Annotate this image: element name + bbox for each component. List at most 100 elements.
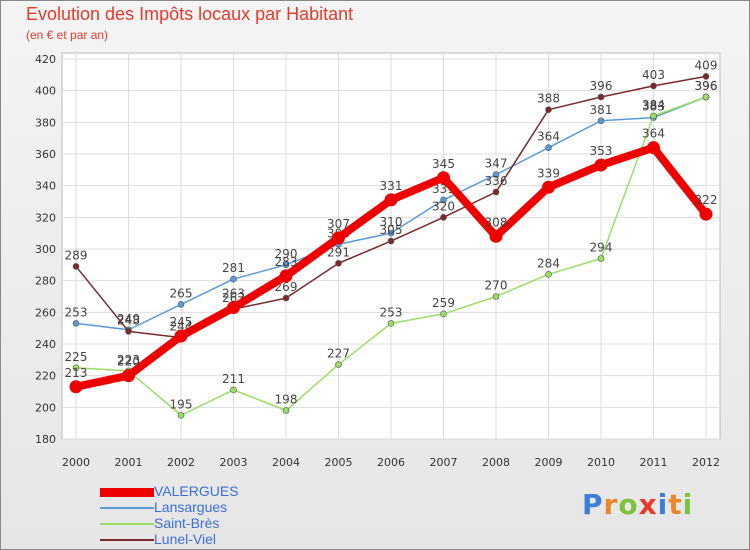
data-point [597, 117, 605, 125]
data-label: 345 [432, 157, 455, 171]
data-label: 249 [117, 312, 140, 326]
proxiti-logo: Proxiti [582, 488, 693, 521]
data-point [650, 82, 657, 90]
data-label: 270 [485, 279, 508, 293]
data-point [702, 73, 710, 80]
data-label: 322 [695, 193, 718, 207]
legend-swatch [100, 487, 154, 497]
y-tick-label: 180 [35, 433, 56, 446]
y-tick-label: 240 [35, 338, 56, 351]
data-label: 227 [327, 347, 350, 361]
data-point [492, 171, 500, 178]
data-point [647, 141, 660, 155]
data-label: 381 [590, 103, 613, 117]
data-label: 281 [222, 261, 245, 275]
x-tick-label: 2006 [377, 456, 405, 469]
chart-subtitle: (en € et par an) [26, 28, 109, 42]
data-point [282, 294, 290, 302]
data-point [335, 259, 342, 267]
data-label: 307 [327, 217, 350, 231]
legend-swatch [100, 523, 154, 525]
data-label: 388 [537, 92, 560, 106]
logo-letter: i [682, 488, 694, 521]
data-label: 291 [327, 245, 350, 259]
data-label: 220 [117, 355, 140, 369]
logo-letter: i [657, 488, 669, 521]
data-label: 353 [590, 144, 613, 158]
data-point [440, 196, 447, 204]
data-label: 364 [642, 127, 665, 141]
data-label: 336 [485, 174, 508, 188]
data-point [699, 207, 713, 221]
data-label: 310 [380, 215, 403, 229]
data-point [594, 158, 608, 172]
y-tick-label: 320 [35, 211, 56, 224]
logo-letter: P [582, 488, 604, 521]
data-label: 289 [65, 248, 88, 262]
data-point [542, 180, 555, 194]
data-point [282, 261, 290, 269]
data-label: 403 [642, 68, 665, 82]
data-label: 245 [170, 315, 193, 329]
data-point [69, 380, 83, 394]
x-tick-label: 2007 [430, 456, 458, 469]
data-label: 198 [275, 393, 298, 407]
data-point [227, 301, 240, 315]
data-point [125, 328, 132, 335]
data-label: 308 [485, 215, 508, 229]
data-label: 290 [275, 247, 298, 261]
data-label: 211 [222, 372, 245, 386]
data-label: 284 [537, 256, 560, 270]
data-point [437, 171, 450, 185]
y-tick-label: 380 [35, 116, 56, 129]
data-point [177, 301, 185, 308]
y-tick-label: 300 [35, 243, 56, 256]
data-label: 213 [65, 366, 88, 380]
data-label: 294 [590, 241, 613, 255]
legend-label: Saint-Brès [154, 515, 220, 531]
data-label: 225 [65, 350, 88, 364]
x-tick-label: 2005 [325, 456, 353, 469]
data-label: 320 [432, 199, 455, 213]
data-point [72, 320, 80, 327]
data-label: 396 [590, 79, 613, 93]
data-point [702, 93, 710, 101]
data-point [122, 369, 135, 383]
data-label: 248 [117, 313, 140, 327]
data-point [492, 188, 500, 196]
data-point [72, 364, 80, 372]
data-label: 223 [117, 353, 140, 367]
y-tick-label: 220 [35, 370, 56, 383]
data-label: 396 [695, 79, 718, 93]
x-tick-label: 2009 [535, 456, 563, 469]
logo-letter: o [618, 488, 639, 521]
data-point [177, 411, 185, 419]
data-point [332, 231, 345, 245]
data-label: 409 [695, 58, 718, 72]
legend-swatch [100, 507, 154, 509]
data-point [335, 361, 342, 368]
data-point [597, 93, 605, 101]
data-point [650, 112, 657, 120]
data-point [387, 229, 395, 237]
logo-letter: r [603, 488, 619, 521]
data-point [387, 320, 395, 327]
y-tick-label: 200 [35, 401, 56, 414]
data-point [545, 144, 552, 151]
chart-title: Evolution des Impôts locaux par Habitant [26, 4, 354, 24]
data-point [282, 407, 290, 414]
legend-label: Lunel-Viel [154, 531, 217, 547]
data-point [492, 293, 500, 300]
data-label: 364 [537, 130, 560, 144]
x-tick-label: 2002 [167, 456, 195, 469]
legend-label: VALERGUES [154, 483, 239, 499]
data-point [174, 329, 188, 343]
x-tick-label: 2003 [220, 456, 248, 469]
data-point [279, 269, 293, 283]
data-label: 263 [222, 287, 245, 301]
x-tick-label: 2008 [482, 456, 510, 469]
data-label: 259 [432, 296, 455, 310]
x-tick-label: 2010 [587, 456, 615, 469]
x-tick-label: 2012 [692, 456, 720, 469]
